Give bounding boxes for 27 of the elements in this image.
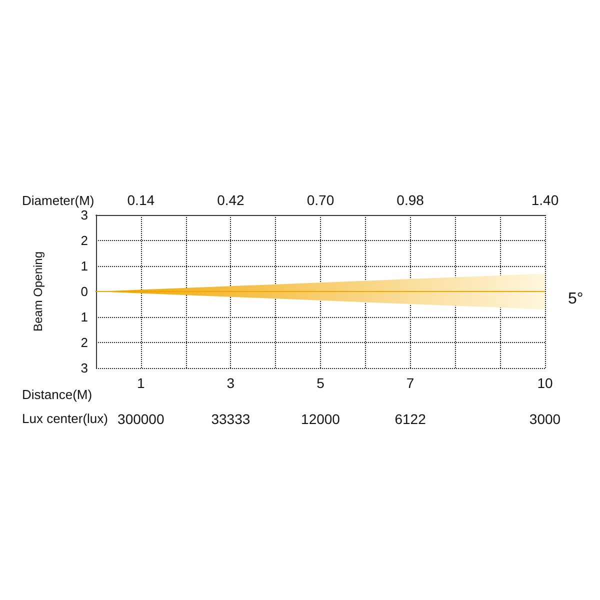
y-tick-label: 2 [80,335,88,350]
text: Lux center(lux) [22,411,108,426]
x-tick-label: 10 [537,375,553,391]
y-tick-label: 1 [80,258,88,274]
text: 5° [568,290,584,308]
x-tick-label: 5 [316,375,325,391]
x-tick-label: 1 [137,375,145,391]
x-tick-label: 3 [226,375,235,391]
y-tick-label: 1 [80,310,88,324]
x2-tick-label: 1.40 [531,192,559,208]
text: 6122 [394,411,426,427]
y-tick-label: 3 [80,360,88,376]
y-tick-label: 0 [80,284,88,299]
x-axis-title: Distance(M) [22,387,92,402]
text: 300000 [118,411,164,427]
x2-axis-title: Diameter(M) [22,193,94,208]
x2-tick-label: 0.42 [217,192,245,208]
text: 3000 [529,411,561,427]
x2-tick-label: 0.14 [127,192,155,208]
text: 33333 [211,411,250,427]
x-tick-label: 7 [406,375,414,391]
x2-tick-label: 0.70 [306,192,334,208]
y-axis-title: Beam Opening [31,251,45,332]
x2-tick-label: 0.98 [396,192,424,208]
text: 12000 [301,411,340,427]
y-tick-label: 3 [80,208,88,222]
y-tick-label: 2 [80,233,88,248]
